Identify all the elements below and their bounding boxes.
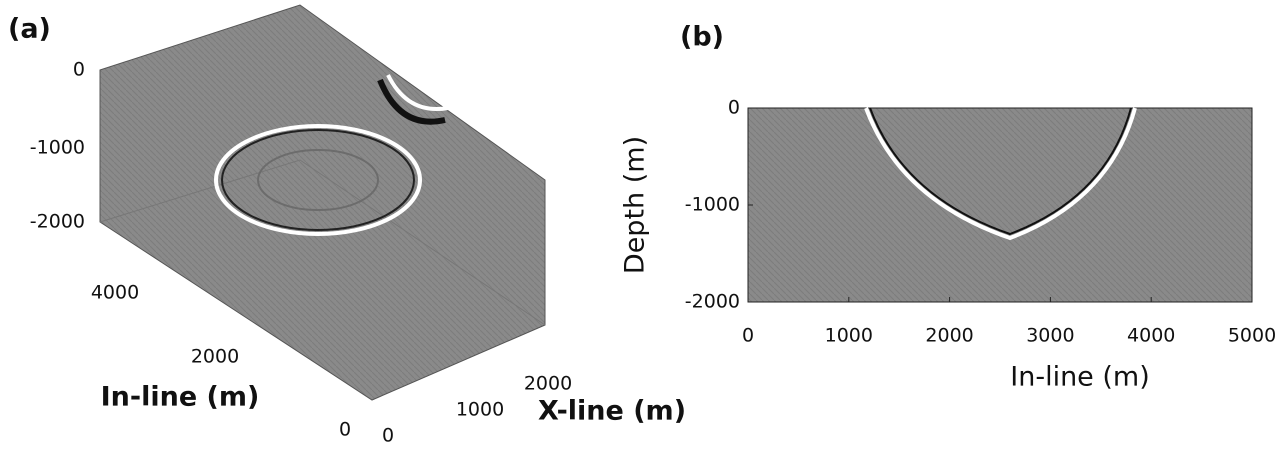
y-axis-label: Depth (m) [620,136,651,274]
x-tick-label: 5000 [1228,325,1276,347]
y-tick-label: -2000 [685,291,740,313]
inline-tick-label: 2000 [191,346,239,368]
axis-label: X-line (m) [538,396,686,427]
x-axis-label: In-line (m) [1010,362,1150,393]
depth-tick-label: -1000 [30,137,85,159]
depth-tick-label: 0 [73,59,85,81]
y-tick-label: 0 [728,97,740,119]
inline-tick-label: 0 [339,419,351,441]
xline-tick-label: 1000 [456,399,504,421]
depth-tick-label: -2000 [30,211,85,233]
axis-label: In-line (m) [101,382,260,413]
panel-b: In-line (m) Depth (m) [620,108,1253,393]
section-image [748,108,1252,302]
x-tick-label: 1000 [825,325,873,347]
x-tick-label: 2000 [925,325,973,347]
panel-label: (b) [680,22,724,53]
figure: (a) 0 -1000 -2000 4000 2000 0 0 1000 200… [0,0,1286,449]
x-tick-label: 3000 [1026,325,1074,347]
cube-image [100,5,545,400]
xline-tick-label: 2000 [524,373,572,395]
panel-label: (a) [8,14,51,45]
xline-tick-label: 0 [382,425,394,447]
x-tick-label: 0 [742,325,754,347]
y-tick-label: -1000 [685,194,740,216]
x-tick-label: 4000 [1127,325,1175,347]
inline-tick-label: 4000 [91,282,139,304]
